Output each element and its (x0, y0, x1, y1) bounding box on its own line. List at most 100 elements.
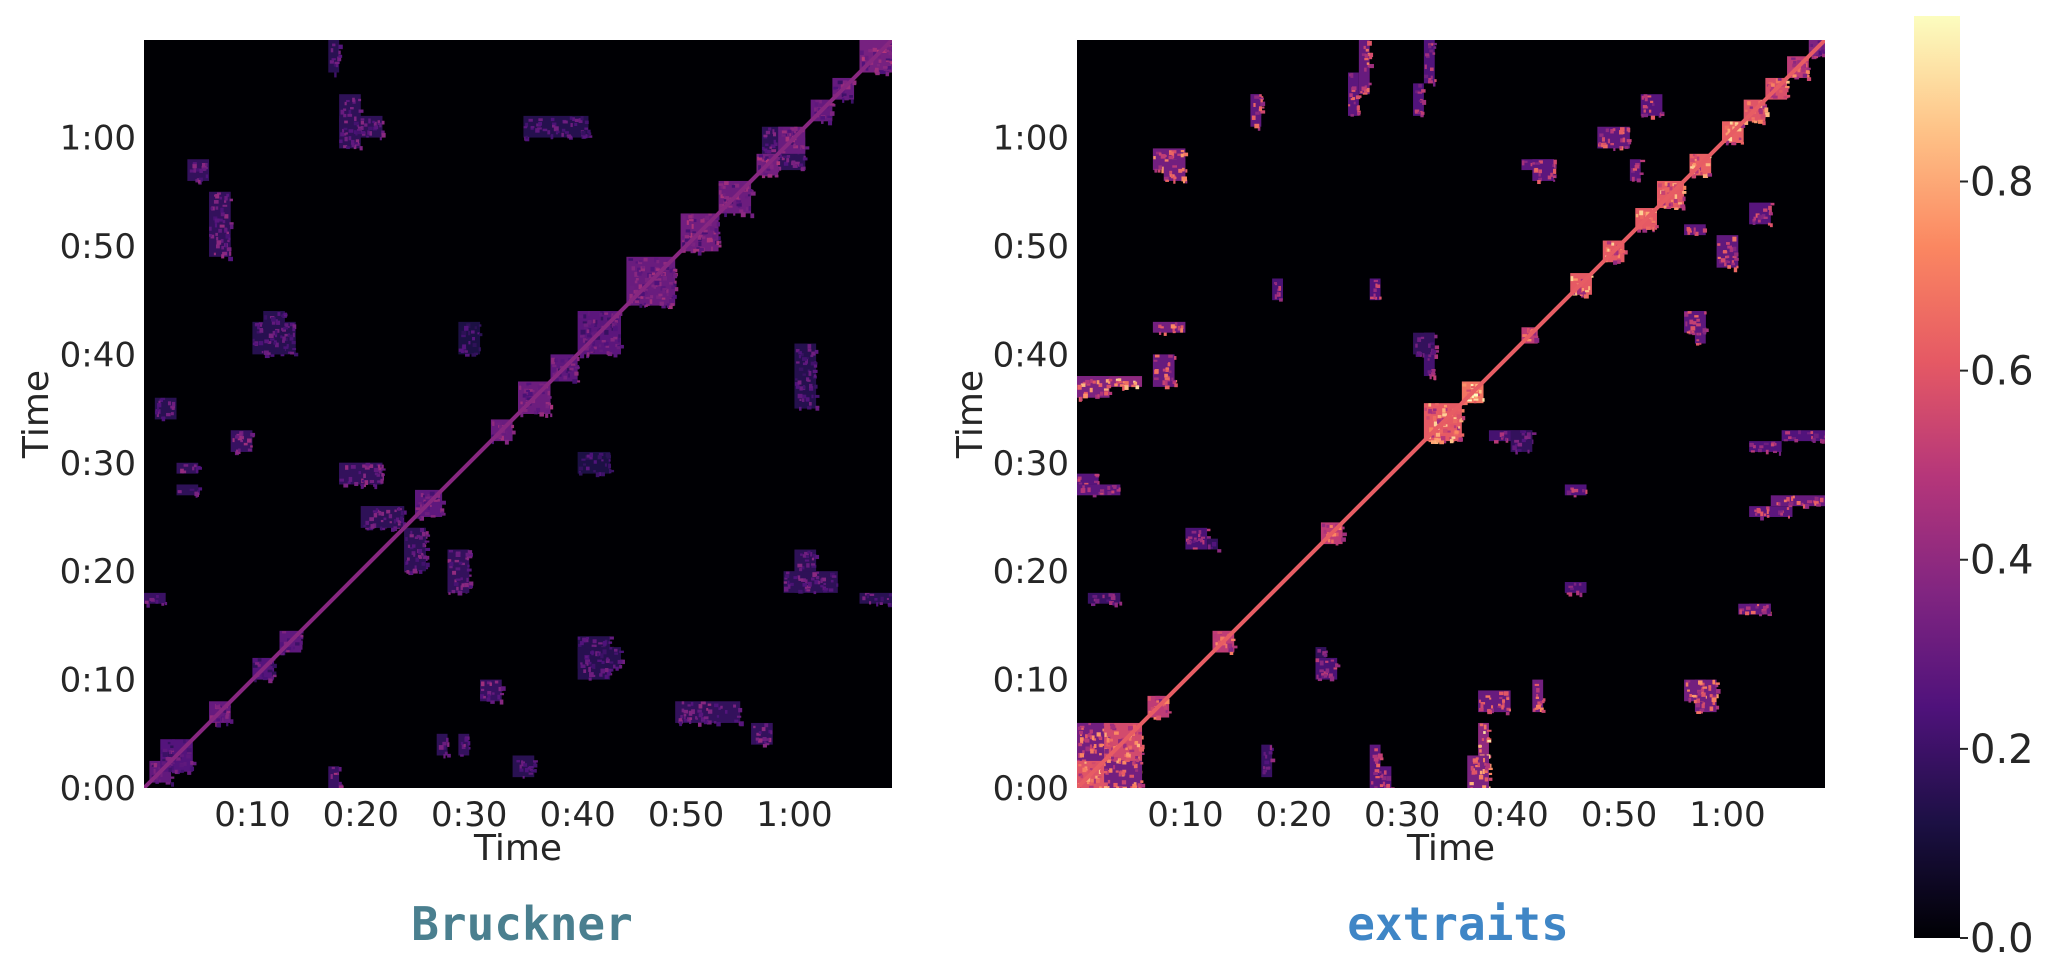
offdiag-cell (171, 401, 176, 407)
diagonal-block-cell (167, 741, 171, 745)
diagonal-block-cell (183, 761, 187, 766)
offdiag-cell (1763, 513, 1767, 516)
diagonal-block-cell (671, 285, 675, 290)
offdiag-cell (1158, 152, 1162, 156)
offdiag-cell (801, 578, 806, 582)
offdiag-cell (1472, 758, 1478, 762)
offdiag-cell (1641, 113, 1644, 118)
diagonal-block-cell (1134, 740, 1139, 745)
diagonal-block-cell (691, 223, 694, 229)
offdiag-cell (1119, 787, 1123, 788)
diagonal-block-cell (1462, 383, 1467, 387)
offdiag-cell (1274, 281, 1278, 285)
offdiag-cell (583, 669, 587, 674)
offdiag-cell (831, 575, 837, 578)
diagonal-block-cell (714, 215, 720, 220)
offdiag-cell (1824, 431, 1825, 435)
offdiag-cell (254, 323, 260, 326)
offdiag-cell (373, 121, 377, 127)
offdiag-cell (588, 661, 592, 665)
offdiag-cell (1705, 328, 1709, 333)
diagonal-block-cell (423, 501, 429, 505)
offdiag-cell (339, 139, 343, 144)
offdiag-cell (364, 466, 370, 470)
offdiag-cell (1470, 787, 1473, 788)
offdiag-cell (1693, 699, 1697, 704)
offdiag-cell (585, 655, 588, 658)
y-tick-labels: 0:000:100:200:300:400:501:00 (60, 119, 136, 809)
diagonal-block-cell (720, 194, 725, 199)
offdiag-cell (586, 636, 590, 640)
offdiag-cell (1487, 709, 1490, 712)
diagonal-block-cell (1754, 120, 1758, 124)
offdiag-cell (823, 587, 829, 591)
offdiag-cell (189, 169, 194, 173)
offdiag-cell (815, 405, 820, 411)
offdiag-cell (1092, 494, 1097, 498)
offdiag-cell (155, 410, 158, 415)
offdiag-cell (1501, 705, 1504, 710)
offdiag-cell (1538, 160, 1543, 164)
offdiag-cell (425, 547, 431, 552)
offdiag-cell (791, 160, 796, 163)
offdiag-cell (388, 514, 393, 519)
diagonal-block-cell (1657, 183, 1662, 188)
offdiag-cell (1375, 296, 1378, 300)
offdiag-cell (783, 161, 789, 166)
offdiag-cell (222, 220, 226, 224)
offdiag-cell (364, 480, 369, 485)
diagonal-block-cell (641, 266, 645, 269)
offdiag-cell (1122, 769, 1127, 773)
offdiag-cell (1631, 176, 1635, 182)
heatmap-panel-bruckner: 0:000:100:200:300:400:501:00 0:10 0:20 0:3… (16, 40, 892, 951)
offdiag-cell (1263, 766, 1266, 770)
diagonal-block-cell (1482, 398, 1485, 402)
offdiag-cell (369, 479, 375, 483)
diagonal-block-cell (1428, 408, 1432, 414)
offdiag-cell (464, 325, 469, 331)
offdiag-cell (678, 718, 683, 722)
diagonal-block-cell (654, 278, 660, 282)
offdiag-cell (1537, 179, 1541, 185)
offdiag-cell (1123, 385, 1129, 390)
diagonal-block-cell (757, 156, 763, 161)
diagonal-block-cell (539, 412, 544, 417)
offdiag-cell (600, 668, 606, 674)
offdiag-cell (292, 348, 297, 351)
offdiag-cell (707, 709, 713, 714)
offdiag-cell (465, 353, 470, 357)
diagonal-block-cell (1473, 400, 1477, 404)
diagonal-block-cell (1097, 775, 1102, 779)
offdiag-cell (697, 709, 702, 713)
offdiag-cell (1479, 770, 1483, 775)
diagonal-block-cell (586, 329, 590, 334)
offdiag-cell (1538, 169, 1542, 174)
offdiag-cell (1370, 296, 1375, 300)
diagonal-block-cell (170, 749, 175, 753)
diagonal-block-cell (1457, 427, 1460, 431)
offdiag-patch (523, 115, 593, 142)
diagonal-block-cell (644, 304, 648, 307)
diagonal-block-cell (1758, 119, 1763, 124)
offdiag-cell (1325, 650, 1328, 654)
offdiag-cell (578, 643, 582, 647)
offdiag-cell (1122, 786, 1127, 788)
diagonal-block-cell (557, 364, 562, 370)
offdiag-cell (1725, 260, 1729, 263)
offdiag-cell (1177, 325, 1181, 331)
offdiag-cell (220, 239, 224, 243)
diagonal-block-cell (427, 493, 433, 498)
offdiag-cell (1260, 101, 1266, 107)
offdiag-cell (1650, 115, 1656, 120)
offdiag-patch-fill (1250, 94, 1262, 127)
diagonal-block-cell (731, 185, 736, 188)
offdiag-cell (1720, 258, 1726, 263)
offdiag-cell (680, 714, 683, 719)
offdiag-cell (768, 127, 772, 131)
diagonal-block-cell (1809, 47, 1814, 51)
offdiag-cell (1573, 495, 1577, 498)
diagonal-block-cell (1667, 183, 1670, 188)
offdiag-cell (1571, 488, 1574, 493)
diagonal-block-cell (758, 165, 761, 170)
offdiag-cell (363, 483, 367, 488)
